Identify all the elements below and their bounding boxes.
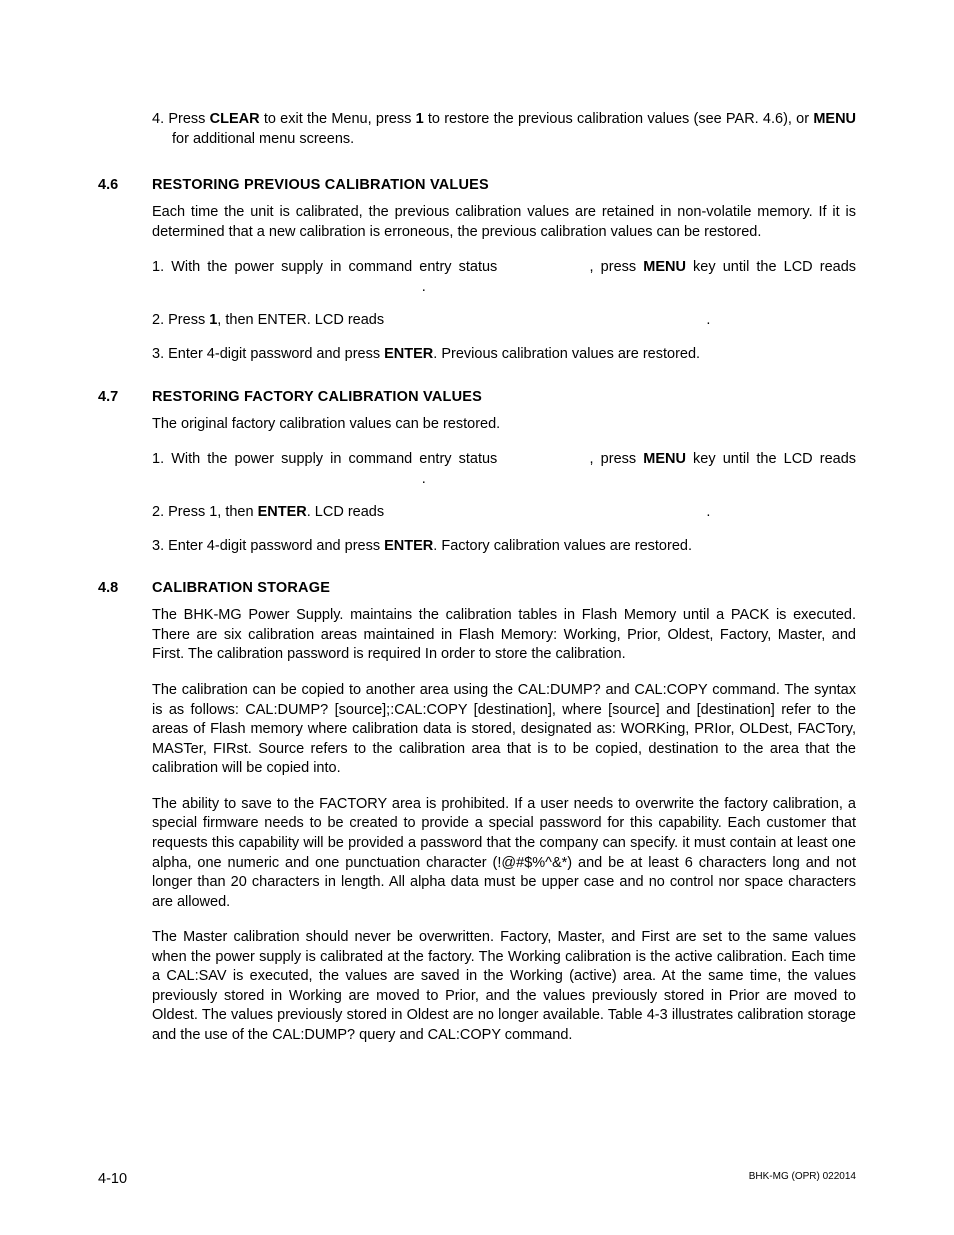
text: key until the LCD reads [686, 259, 856, 275]
list-item-3: 3. Enter 4-digit password and press ENTE… [152, 537, 856, 557]
paragraph: The ability to save to the FACTORY area … [152, 795, 856, 912]
section-heading: 4.6 RESTORING PREVIOUS CALIBRATION VALUE… [98, 177, 856, 193]
bold-1: 1 [416, 111, 424, 127]
section-number: 4.6 [98, 177, 152, 193]
gap [172, 471, 422, 487]
text: to restore the previous calibration valu… [424, 111, 814, 127]
bold-clear: CLEAR [210, 111, 260, 127]
text: Press [168, 111, 209, 127]
text: , press [590, 451, 644, 467]
paragraph: The Master calibration should never be o… [152, 928, 856, 1045]
gap [172, 279, 422, 295]
item-number: 1. [152, 451, 164, 467]
text: , press [590, 259, 644, 275]
list-item-1: 1. With the power supply in command entr… [152, 258, 856, 297]
text: to exit the Menu, press [260, 111, 416, 127]
text: . Factory calibration values are restore… [433, 538, 692, 554]
page-footer: 4-10 BHK-MG (OPR) 022014 [98, 1171, 856, 1187]
list-item-2: 2. Press 1, then ENTER. LCD reads . [152, 311, 856, 331]
bold-enter: ENTER [384, 538, 433, 554]
text: With the power supply in command entry s… [171, 451, 504, 467]
paragraph: The BHK-MG Power Supply. maintains the c… [152, 606, 856, 665]
section-4-7: 4.7 RESTORING FACTORY CALIBRATION VALUES… [98, 389, 856, 557]
document-page: 4. Press CLEAR to exit the Menu, press 1… [0, 0, 954, 1235]
section-number: 4.7 [98, 389, 152, 405]
doc-id: BHK-MG (OPR) 022014 [749, 1171, 856, 1187]
text: for additional menu screens. [172, 131, 354, 147]
bold-enter: ENTER [258, 504, 307, 520]
item-number: 4. [152, 111, 164, 127]
text: Press [168, 312, 209, 328]
bold-enter: ENTER [384, 346, 433, 362]
paragraph: Each time the unit is calibrated, the pr… [152, 203, 856, 242]
gap [504, 259, 589, 275]
gap [504, 451, 589, 467]
bold-menu: MENU [643, 259, 686, 275]
item-number: 2. [152, 504, 164, 520]
text: . [422, 471, 426, 487]
item-number: 2. [152, 312, 164, 328]
text: Press 1, then [168, 504, 257, 520]
section-title: CALIBRATION STORAGE [152, 580, 330, 596]
paragraph: The calibration can be copied to another… [152, 681, 856, 779]
item-number: 3. [152, 538, 164, 554]
paragraph: The original factory calibration values … [152, 415, 856, 435]
item-number: 1. [152, 259, 164, 275]
bold-menu: MENU [813, 111, 856, 127]
list-item-1: 1. With the power supply in command entr… [152, 450, 856, 489]
text: . [706, 312, 710, 328]
section-heading: 4.7 RESTORING FACTORY CALIBRATION VALUES [98, 389, 856, 405]
text: key until the LCD reads [686, 451, 856, 467]
text: Enter 4-digit password and press [168, 346, 384, 362]
list-item-2: 2. Press 1, then ENTER. LCD reads . [152, 503, 856, 523]
text: . LCD reads [307, 504, 388, 520]
text: . Previous calibration values are restor… [433, 346, 700, 362]
text: . [706, 504, 710, 520]
item-number: 3. [152, 346, 164, 362]
gap [388, 504, 706, 520]
section-title: RESTORING FACTORY CALIBRATION VALUES [152, 389, 482, 405]
section-title: RESTORING PREVIOUS CALIBRATION VALUES [152, 177, 489, 193]
text: , then ENTER. LCD reads [217, 312, 388, 328]
text: With the power supply in command entry s… [171, 259, 504, 275]
section-heading: 4.8 CALIBRATION STORAGE [98, 580, 856, 596]
section-4-6: 4.6 RESTORING PREVIOUS CALIBRATION VALUE… [98, 177, 856, 364]
section-number: 4.8 [98, 580, 152, 596]
section-4-8: 4.8 CALIBRATION STORAGE The BHK-MG Power… [98, 580, 856, 1045]
text: Enter 4-digit password and press [168, 538, 384, 554]
text: . [422, 279, 426, 295]
list-item-3: 3. Enter 4-digit password and press ENTE… [152, 345, 856, 365]
gap [388, 312, 706, 328]
page-number: 4-10 [98, 1171, 127, 1187]
list-item-4: 4. Press CLEAR to exit the Menu, press 1… [152, 110, 856, 149]
bold-menu: MENU [643, 451, 686, 467]
